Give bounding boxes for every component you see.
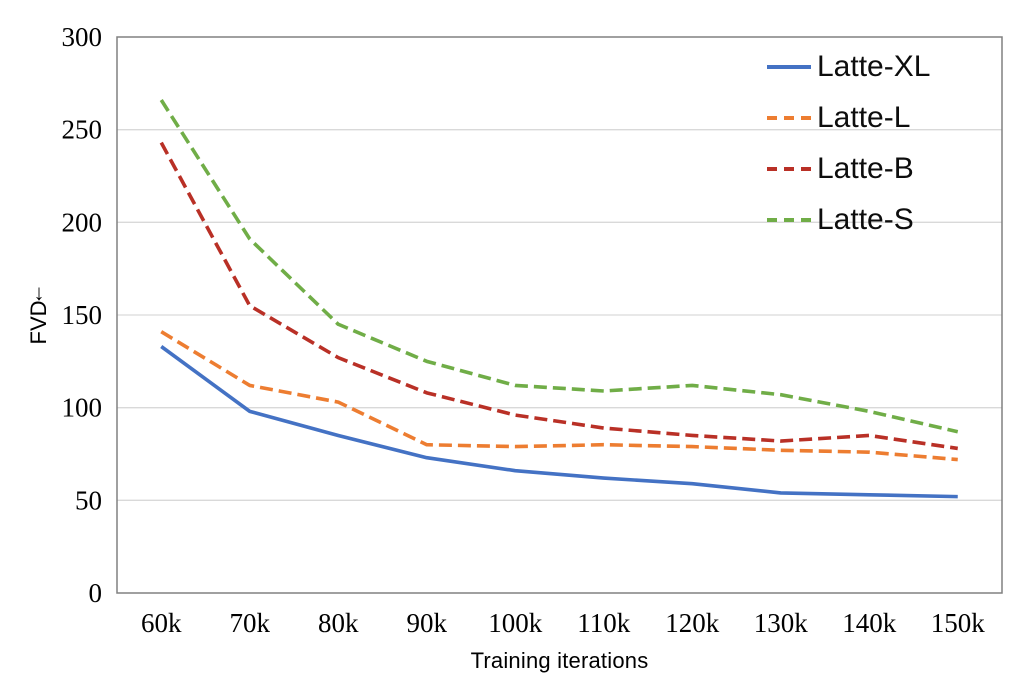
x-tick-label: 140k: [842, 608, 897, 638]
legend-item-latte-l: Latte-L: [766, 92, 930, 143]
y-tick-label: 150: [62, 300, 103, 330]
legend: Latte-XL Latte-L Latte-B Latte-S: [766, 41, 930, 245]
x-tick-label: 130k: [754, 608, 809, 638]
y-tick-label: 300: [62, 22, 103, 52]
legend-item-latte-s: Latte-S: [766, 194, 930, 245]
y-tick-label: 250: [62, 115, 103, 145]
y-axis-title-text: FVD: [26, 300, 51, 345]
x-tick-label: 90k: [407, 608, 448, 638]
y-tick-label: 0: [89, 578, 103, 608]
x-tick-label: 150k: [931, 608, 986, 638]
down-arrow-icon: ↓: [33, 280, 45, 305]
x-tick-label: 60k: [141, 608, 182, 638]
y-tick-label: 100: [62, 393, 103, 423]
series-line-latte-l: [160, 330, 958, 462]
y-tick-label: 50: [75, 485, 102, 515]
x-tick-label: 120k: [665, 608, 720, 638]
x-tick-label: 110k: [577, 608, 630, 638]
legend-label: Latte-B: [817, 151, 914, 185]
series-line-latte-xl: [160, 345, 958, 499]
legend-item-latte-xl: Latte-XL: [766, 41, 930, 92]
legend-item-latte-b: Latte-B: [766, 143, 930, 194]
y-axis-title: FVD↓: [26, 280, 52, 345]
legend-line-sample: [767, 64, 811, 69]
legend-line-sample: [767, 166, 811, 171]
legend-label: Latte-XL: [817, 49, 931, 83]
legend-line-sample: [767, 217, 811, 222]
legend-label: Latte-L: [817, 100, 911, 134]
series-line-latte-b: [159, 141, 959, 451]
x-tick-label: 80k: [318, 608, 359, 638]
legend-label: Latte-S: [817, 202, 914, 236]
series-line-latte-s: [159, 99, 959, 434]
plot-border: [116, 36, 1003, 594]
x-tick-label: 70k: [230, 608, 271, 638]
x-tick-label: 100k: [488, 608, 543, 638]
legend-line-sample: [767, 115, 811, 120]
x-axis-title: Training iterations: [470, 648, 649, 673]
y-tick-label: 200: [62, 207, 103, 237]
